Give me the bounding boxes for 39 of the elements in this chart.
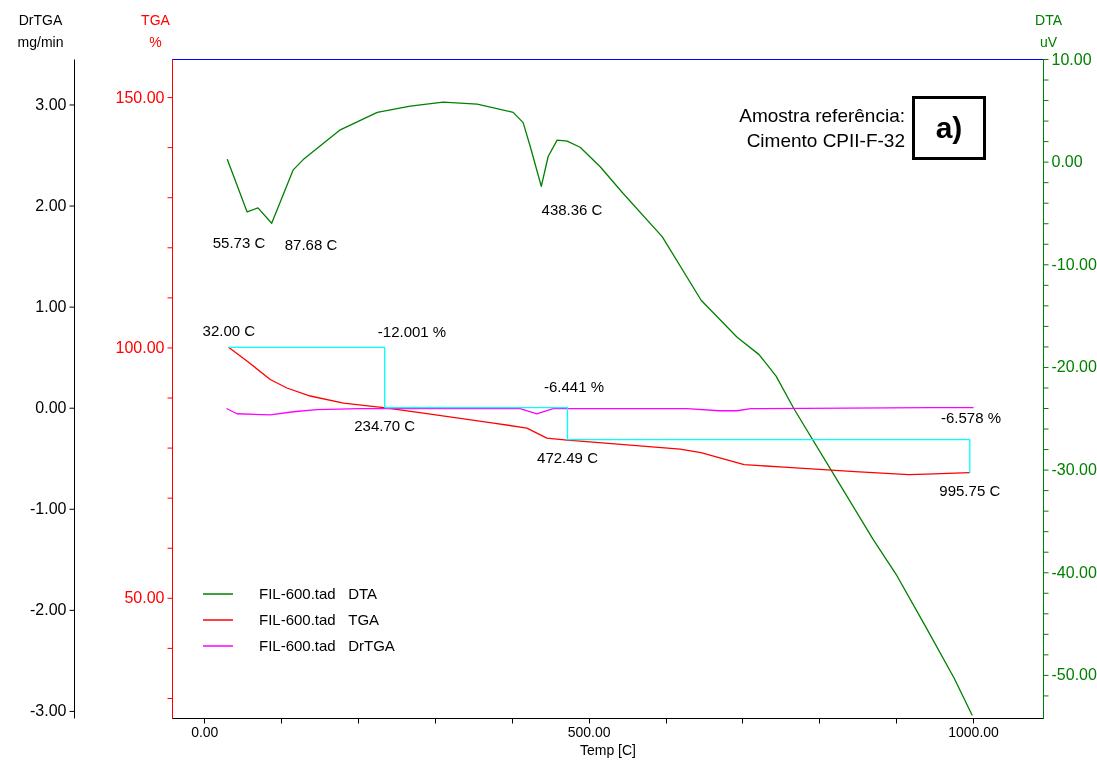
annotation: 995.75 C [939,481,1001,499]
annotation: 234.70 C [354,416,416,434]
legend-label: FIL-600.tad TGA [259,611,380,628]
y-tick-label: 100.00 [115,338,165,356]
y2-tick-label: 0.00 [1051,153,1083,171]
annotation: 55.73 C [212,234,266,251]
y3-tick-label: -3.00 [30,702,67,720]
x-axis-title: Temp [C] [579,741,637,758]
x-tick-label: 1000.00 [948,723,1000,740]
y2-tick-label: -50.00 [1051,666,1097,684]
legend-label: FIL-600.tad DTA [259,585,378,602]
annotation: a) [912,96,986,160]
y2-tick-label: -30.00 [1051,461,1097,479]
x-tick-label: 0.00 [191,723,219,740]
annotation: -6.441 % [542,377,605,397]
annotation: -6.578 % [939,408,1002,428]
y-tick-label: 150.00 [115,88,165,106]
y3-tick-label: 1.00 [35,298,67,316]
annotation: Amostra referência: Cimento CPII-F-32 [739,104,905,153]
y3-axis-title: DrTGA mg/min [17,11,64,50]
annotation: -12.001 % [376,322,448,342]
y-axis-title: TGA % [141,11,171,50]
y3-tick-label: -2.00 [30,601,67,619]
y2-tick-label: -20.00 [1051,358,1097,376]
y2-tick-label: -40.00 [1051,563,1097,581]
y3-tick-label: -1.00 [30,500,67,518]
annotation: 438.36 C [540,200,604,220]
annotation: 87.68 C [284,236,338,253]
y3-tick-label: 0.00 [35,399,67,417]
y3-tick-label: 3.00 [35,95,67,113]
y2-axis-title: DTA uV [1035,11,1063,50]
legend-label: FIL-600.tad DrTGA [259,637,395,654]
y3-tick-label: 2.00 [35,197,67,215]
annotation: 32.00 C [202,322,256,340]
annotation: 472.49 C [537,448,599,466]
y2-tick-label: -10.00 [1051,255,1097,273]
y-tick-label: 50.00 [124,589,165,607]
y2-tick-label: 10.00 [1051,50,1092,68]
x-tick-label: 500.00 [567,723,611,740]
